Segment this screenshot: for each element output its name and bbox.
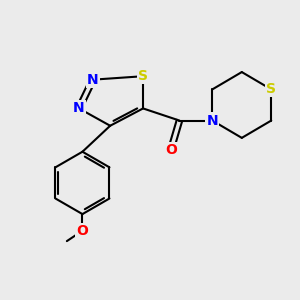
- Text: N: N: [87, 73, 99, 87]
- Text: N: N: [73, 101, 85, 116]
- Text: S: S: [266, 82, 276, 96]
- Text: O: O: [165, 143, 177, 157]
- Text: N: N: [206, 114, 218, 128]
- Text: O: O: [76, 224, 88, 238]
- Text: S: S: [138, 69, 148, 83]
